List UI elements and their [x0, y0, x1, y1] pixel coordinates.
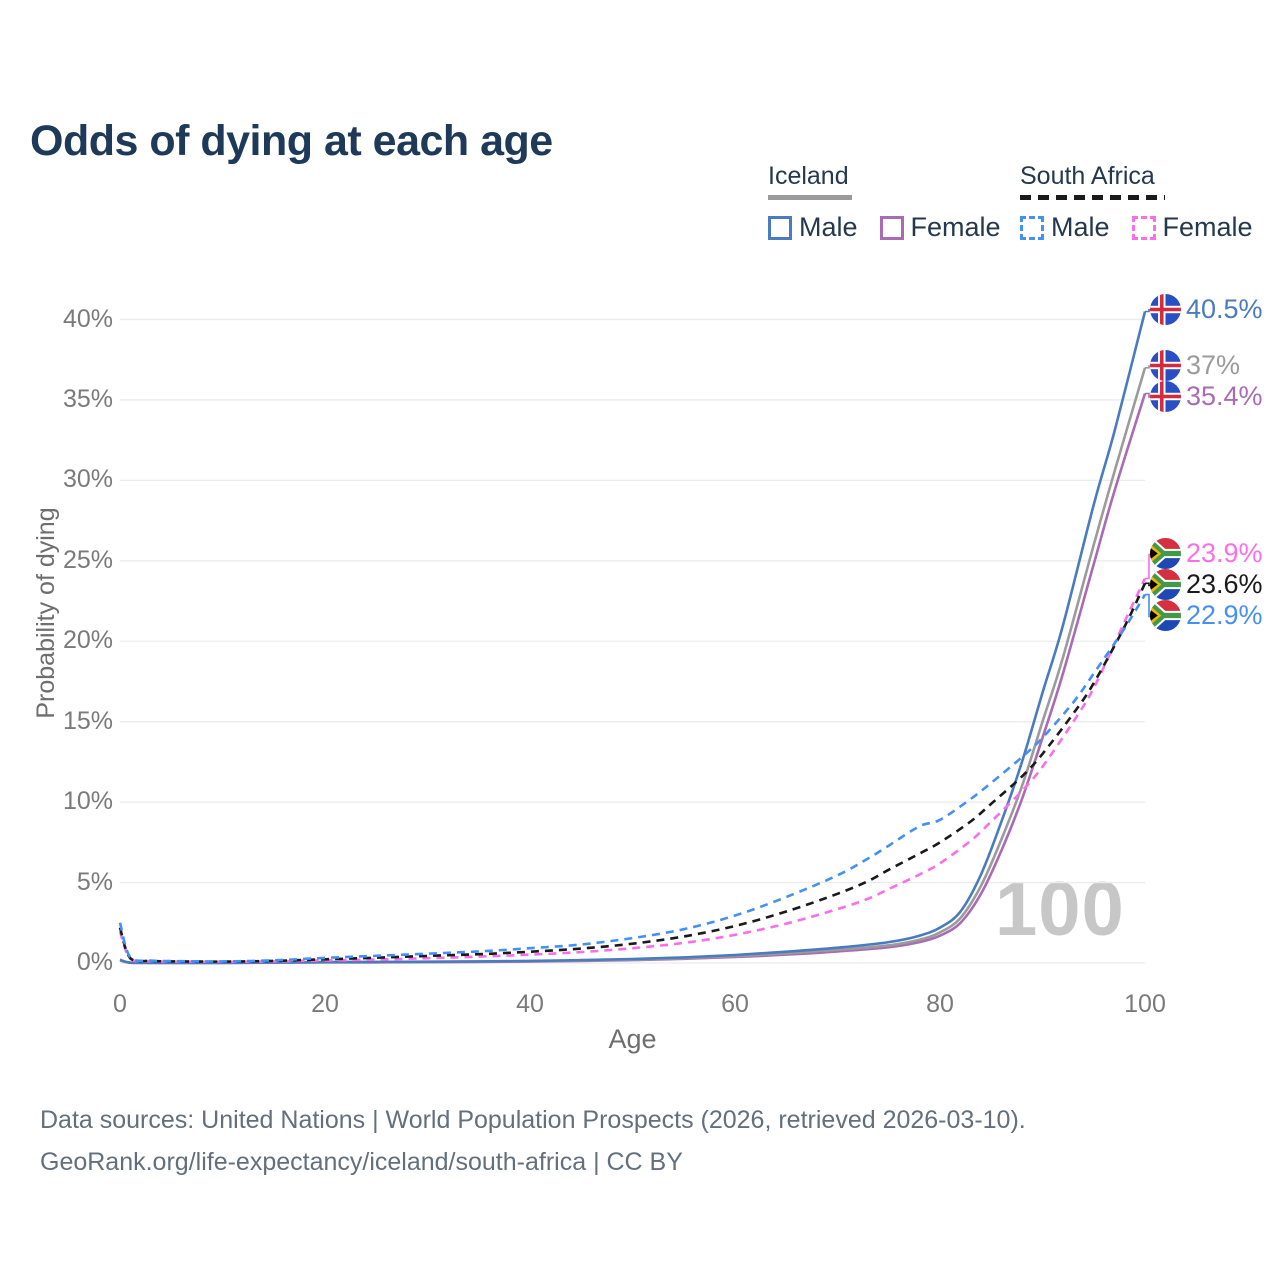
legend-item-label: Male	[799, 212, 858, 242]
end-label-value: 35.4%	[1186, 381, 1263, 411]
legend-item-south-africa-female[interactable]: Female	[1131, 212, 1253, 243]
end-label-value: 23.9%	[1186, 538, 1263, 569]
footer-data-sources: Data sources: United Nations | World Pop…	[40, 1106, 1026, 1134]
legend-item-label: Male	[1051, 212, 1110, 242]
y-tick-label: 0%	[76, 948, 113, 976]
end-label-iceland-all: 37%	[1150, 350, 1240, 381]
legend-swatch-icon	[1020, 215, 1044, 240]
end-label-south-africa-female: 23.9%	[1150, 538, 1263, 570]
iceland-flag-icon	[1150, 350, 1181, 381]
south-africa-flag-icon	[1150, 538, 1181, 570]
end-label-value: 37%	[1186, 350, 1241, 380]
legend-underline-south-africa	[1020, 195, 1165, 200]
iceland-flag-icon	[1150, 381, 1181, 412]
iceland-flag-icon	[1150, 293, 1181, 325]
x-tick-label: 100	[1124, 990, 1166, 1018]
series-line-iceland-all	[119, 367, 1147, 965]
x-tick-label: 40	[516, 990, 544, 1018]
series-line-iceland-male	[119, 311, 1147, 965]
end-label-south-africa-male: 22.9%	[1150, 600, 1263, 632]
legend-group-title-iceland: Iceland	[768, 162, 849, 190]
legend-item-iceland-male[interactable]: Male	[768, 212, 858, 243]
y-tick-label: 15%	[62, 706, 113, 735]
y-axis-title: Probability of dying	[32, 507, 60, 719]
x-tick-label: 20	[311, 990, 339, 1018]
y-tick-label: 5%	[76, 867, 113, 896]
end-label-iceland-male: 40.5%	[1150, 293, 1263, 325]
x-tick-label: 0	[113, 990, 127, 1018]
x-axis-title: Age	[608, 1024, 657, 1054]
x-tick-label: 80	[926, 990, 954, 1018]
legend-swatch-icon	[879, 215, 904, 240]
legend-group-south-africa: South Africa Male Female	[1020, 162, 1253, 243]
legend-item-label: Female	[910, 212, 1001, 242]
y-tick-label: 30%	[62, 465, 113, 494]
page-title: Odds of dying at each age	[30, 116, 553, 165]
series-line-south-africa-all	[118, 582, 1147, 963]
end-label-value: 22.9%	[1186, 600, 1263, 631]
series-line-iceland-female	[119, 393, 1147, 965]
end-label-value: 40.5%	[1186, 293, 1263, 324]
y-tick-label: 20%	[62, 626, 113, 655]
south-africa-flag-icon	[1150, 569, 1181, 601]
legend-group-title-south-africa: South Africa	[1020, 162, 1155, 190]
y-tick-label: 10%	[62, 787, 113, 816]
legend-item-label: Female	[1162, 212, 1253, 242]
end-label-value: 23.6%	[1186, 569, 1263, 600]
legend-underline-iceland	[768, 195, 852, 200]
y-tick-label: 25%	[62, 545, 113, 574]
legend-swatch-icon	[1131, 215, 1156, 240]
end-label-south-africa-all: 23.6%	[1150, 569, 1263, 601]
series-line-south-africa-male	[118, 593, 1147, 963]
end-label-iceland-female: 35.4%	[1150, 381, 1263, 412]
age-watermark: 100	[995, 867, 1125, 952]
south-africa-flag-icon	[1150, 600, 1181, 632]
x-tick-label: 60	[721, 990, 749, 1018]
series-line-south-africa-female	[118, 577, 1147, 964]
legend-item-iceland-female[interactable]: Female	[879, 212, 1001, 243]
footer-attribution-link[interactable]: GeoRank.org/life-expectancy/iceland/sout…	[40, 1148, 683, 1176]
legend-item-south-africa-male[interactable]: Male	[1020, 212, 1110, 243]
legend-swatch-icon	[768, 215, 792, 240]
y-tick-label: 40%	[62, 304, 113, 333]
y-tick-label: 35%	[62, 384, 113, 413]
legend-group-iceland: Iceland Male Female	[768, 162, 1001, 243]
